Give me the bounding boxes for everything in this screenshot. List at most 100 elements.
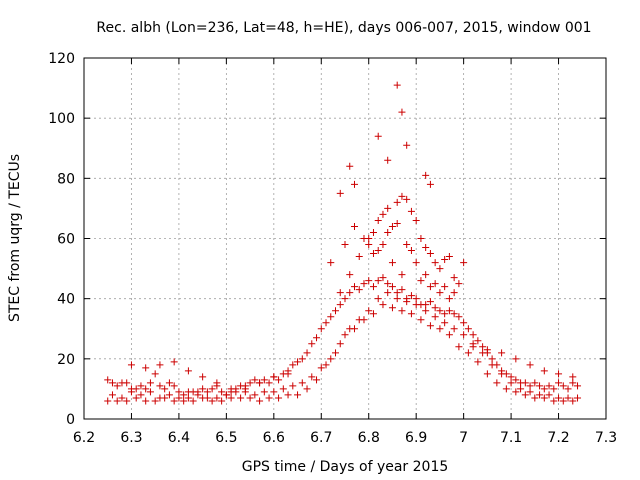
data-point	[260, 388, 268, 396]
data-point	[455, 343, 463, 351]
chart-title: Rec. albh (Lon=236, Lat=48, h=HE), days …	[96, 20, 591, 36]
y-tick-label: 100	[48, 111, 75, 127]
data-point	[175, 394, 183, 402]
data-point	[365, 235, 373, 242]
data-point	[355, 286, 363, 294]
data-point	[393, 81, 401, 89]
data-point	[123, 379, 131, 387]
data-point	[279, 385, 287, 393]
data-point	[450, 289, 458, 297]
x-tick-label: 6.5	[215, 430, 237, 446]
data-point	[426, 180, 434, 188]
data-point	[137, 391, 145, 399]
data-point	[317, 364, 325, 372]
data-point	[199, 385, 207, 393]
y-tick-label: 20	[57, 352, 75, 368]
data-point	[336, 189, 344, 197]
data-point	[493, 379, 501, 387]
data-point	[393, 289, 401, 297]
data-point	[417, 235, 425, 242]
data-point	[222, 391, 230, 399]
data-point	[327, 355, 335, 363]
data-point	[189, 397, 197, 405]
data-point	[142, 397, 150, 405]
data-point	[294, 391, 302, 399]
data-point	[445, 295, 453, 303]
data-point	[374, 277, 382, 285]
data-point	[388, 304, 396, 312]
data-point	[469, 331, 477, 339]
data-point	[165, 391, 173, 399]
data-point	[483, 370, 491, 378]
data-point	[213, 394, 221, 402]
data-point	[369, 250, 377, 258]
data-point	[436, 325, 444, 333]
data-point	[407, 292, 415, 300]
data-point	[194, 391, 202, 399]
data-point	[536, 391, 544, 399]
data-point	[180, 391, 188, 399]
data-point	[422, 271, 430, 279]
data-point	[284, 391, 292, 399]
data-point	[450, 274, 458, 282]
data-point	[218, 397, 226, 405]
data-point	[431, 259, 439, 267]
data-point	[574, 382, 582, 390]
data-point	[460, 259, 468, 267]
data-point	[341, 241, 349, 249]
data-point	[488, 355, 496, 363]
data-point	[450, 325, 458, 333]
data-point	[369, 310, 377, 318]
data-point	[170, 358, 178, 366]
x-tick-label: 6.7	[310, 430, 332, 446]
data-point	[407, 247, 415, 255]
data-point	[531, 379, 539, 387]
data-point	[118, 394, 126, 402]
data-point	[346, 325, 354, 333]
data-point	[127, 361, 135, 369]
data-point	[322, 319, 330, 327]
data-point	[213, 379, 221, 387]
data-point	[132, 385, 140, 393]
x-tick-label: 6.6	[263, 430, 285, 446]
data-point	[256, 397, 264, 405]
data-point	[355, 316, 363, 324]
data-point	[488, 361, 496, 369]
data-point	[388, 283, 396, 291]
data-point	[536, 382, 544, 390]
data-point	[146, 379, 154, 387]
data-point	[369, 228, 377, 236]
data-point	[412, 259, 420, 267]
data-point	[332, 349, 340, 357]
data-point	[426, 250, 434, 258]
data-point	[412, 301, 420, 309]
data-point	[521, 379, 529, 387]
data-point	[436, 289, 444, 297]
data-point	[483, 346, 491, 354]
data-point	[355, 253, 363, 261]
data-point	[227, 385, 235, 393]
x-tick-label: 7.2	[547, 430, 569, 446]
data-point	[426, 322, 434, 330]
data-point	[464, 325, 472, 333]
data-point	[360, 280, 368, 288]
data-point	[569, 379, 577, 387]
data-point	[289, 361, 297, 369]
data-point	[232, 388, 240, 396]
data-point	[412, 295, 420, 303]
x-tick-label: 7.1	[500, 430, 522, 446]
data-point	[479, 349, 487, 357]
data-point	[303, 385, 311, 393]
data-point	[313, 376, 321, 384]
data-point	[137, 382, 145, 390]
data-point	[403, 298, 411, 306]
data-point	[502, 385, 510, 393]
data-point	[512, 388, 520, 396]
x-axis: 6.2 6.3 6.4 6.5 6.6 6.7 6.8 6.9 7 7.1 7.2 7.3	[73, 58, 617, 446]
x-tick-label: 6.4	[168, 430, 190, 446]
x-tick-label: 6.9	[405, 430, 427, 446]
data-point	[369, 283, 377, 291]
data-point	[441, 256, 449, 264]
data-point	[531, 394, 539, 402]
x-tick-label: 7.3	[595, 430, 617, 446]
